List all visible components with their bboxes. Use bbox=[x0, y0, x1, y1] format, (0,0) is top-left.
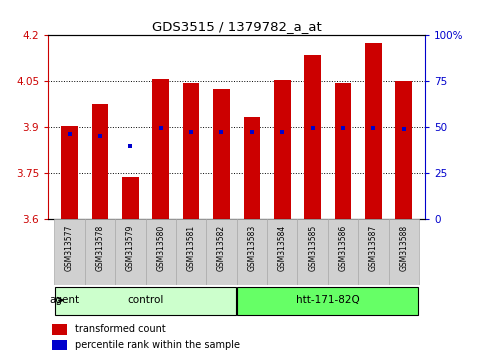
Bar bbox=[396, 81, 412, 219]
Text: GSM313584: GSM313584 bbox=[278, 225, 287, 271]
Bar bbox=[267, 219, 298, 285]
Title: GDS3515 / 1379782_a_at: GDS3515 / 1379782_a_at bbox=[152, 20, 322, 33]
Text: GSM313578: GSM313578 bbox=[96, 225, 104, 271]
Bar bbox=[145, 219, 176, 285]
Text: GSM313583: GSM313583 bbox=[247, 225, 256, 271]
Text: htt-171-82Q: htt-171-82Q bbox=[296, 295, 360, 305]
Bar bbox=[55, 287, 236, 315]
Text: GSM313579: GSM313579 bbox=[126, 225, 135, 271]
Bar bbox=[55, 219, 85, 285]
Text: GSM313580: GSM313580 bbox=[156, 225, 165, 271]
Bar bbox=[61, 126, 78, 219]
Bar bbox=[52, 324, 67, 335]
Bar bbox=[183, 83, 199, 219]
Text: GSM313577: GSM313577 bbox=[65, 225, 74, 271]
Bar bbox=[213, 89, 230, 219]
Bar bbox=[122, 177, 139, 219]
Bar bbox=[274, 80, 291, 219]
Text: GSM313582: GSM313582 bbox=[217, 225, 226, 271]
Bar bbox=[389, 219, 419, 285]
Bar bbox=[298, 219, 328, 285]
Bar bbox=[85, 219, 115, 285]
Text: agent: agent bbox=[49, 295, 79, 305]
Bar bbox=[237, 287, 418, 315]
Bar bbox=[328, 219, 358, 285]
Text: GSM313588: GSM313588 bbox=[399, 225, 408, 271]
Bar bbox=[365, 43, 382, 219]
Bar bbox=[243, 117, 260, 219]
Bar bbox=[335, 83, 351, 219]
Bar bbox=[206, 219, 237, 285]
Text: GSM313587: GSM313587 bbox=[369, 225, 378, 271]
Text: transformed count: transformed count bbox=[75, 324, 165, 334]
Text: percentile rank within the sample: percentile rank within the sample bbox=[75, 340, 240, 350]
Text: GSM313585: GSM313585 bbox=[308, 225, 317, 271]
Bar bbox=[152, 79, 169, 219]
Bar bbox=[358, 219, 389, 285]
Bar bbox=[115, 219, 145, 285]
Bar bbox=[52, 340, 67, 350]
Text: control: control bbox=[128, 295, 164, 305]
Bar bbox=[92, 104, 108, 219]
Text: GSM313581: GSM313581 bbox=[186, 225, 196, 271]
Bar bbox=[237, 219, 267, 285]
Bar bbox=[176, 219, 206, 285]
Text: GSM313586: GSM313586 bbox=[339, 225, 347, 271]
Bar bbox=[304, 55, 321, 219]
